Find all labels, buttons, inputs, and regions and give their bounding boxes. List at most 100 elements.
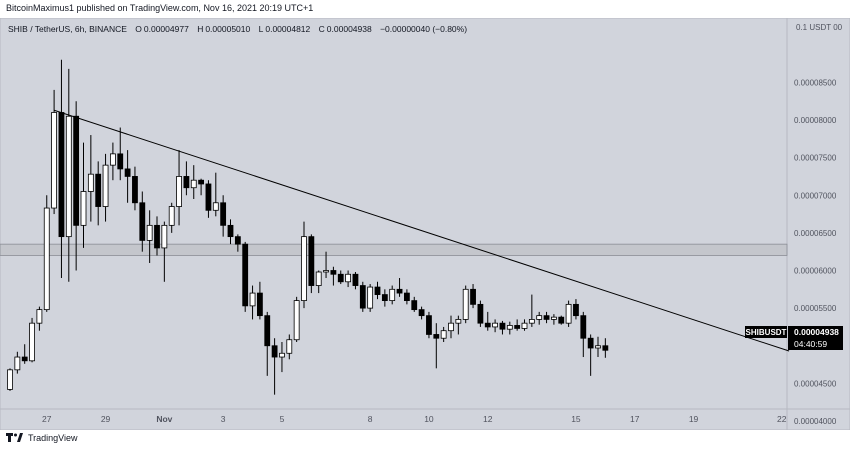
candle-down — [58, 112, 65, 238]
candle-down — [418, 309, 425, 317]
candle-down — [602, 345, 609, 351]
candle-up — [43, 207, 50, 311]
candle-up — [521, 322, 528, 329]
candle-up — [87, 173, 94, 192]
candle-down — [543, 315, 550, 320]
candle-up — [212, 202, 219, 211]
resistance-zone — [0, 243, 788, 256]
time-tick-label: 12 — [483, 414, 493, 424]
candle-down — [220, 202, 227, 226]
candle-down — [139, 202, 146, 241]
candle-up — [528, 319, 535, 324]
price-tag-value: 0.00004938 — [794, 327, 839, 337]
candle-up — [161, 224, 168, 249]
price-tick-label: 0.00004000 — [794, 417, 837, 426]
candle-up — [301, 236, 307, 301]
candle-down — [95, 173, 102, 207]
candle-up — [168, 206, 175, 226]
candlestick-chart[interactable]: 0.000040000.000045000.000050000.00005500… — [0, 18, 850, 430]
brand-name: TradingView — [28, 433, 78, 443]
candle-up — [249, 292, 256, 307]
published-header: BitcoinMaximus1 published on TradingView… — [6, 3, 314, 13]
candle-down — [433, 334, 440, 339]
time-tick-label: 10 — [424, 414, 434, 424]
candle-down — [337, 273, 344, 283]
descending-trendline — [53, 109, 790, 352]
candle-up — [80, 191, 87, 226]
candle-down — [124, 168, 131, 177]
time-tick-label: 17 — [630, 414, 640, 424]
price-tag-countdown: 04:40:59 — [794, 339, 827, 349]
time-scale-background[interactable] — [0, 408, 788, 430]
candle-down — [558, 316, 565, 324]
candle-up — [279, 352, 285, 358]
candle-up — [29, 322, 35, 362]
price-tick-label: 0.00005500 — [794, 304, 837, 313]
tradingview-logo-icon — [6, 433, 23, 442]
candle-up — [323, 270, 329, 273]
time-axis-ticks: 27 29 Nov 3 5 8 10 12 15 17 19 22 — [42, 414, 787, 424]
candle-up — [565, 303, 572, 324]
last-price-tag: SHIBUSDT 0.00004938 04:40:59 — [745, 326, 843, 350]
price-tick-label: 0.00008500 — [794, 78, 837, 87]
time-tick-label: 15 — [571, 414, 581, 424]
candle-down — [352, 273, 359, 286]
price-tick-label: 0.00008000 — [794, 116, 837, 125]
candle-up — [551, 316, 557, 320]
candle-down — [396, 288, 403, 294]
candle-up — [595, 345, 601, 349]
chart-background — [0, 18, 788, 410]
symbol-info: SHIB / TetherUS, 6h, BINANCE O 0.00004977… — [8, 24, 467, 34]
candle-up — [293, 300, 300, 341]
candle-down — [154, 224, 160, 249]
price-tick-label: 0.00004500 — [794, 379, 837, 388]
candle-down — [21, 356, 28, 362]
symbol-tag-text: SHIBUSDT — [746, 328, 787, 337]
time-tick-label: 29 — [101, 414, 111, 424]
price-tick-label: 0.00006000 — [794, 267, 837, 276]
candle-up — [345, 273, 352, 283]
candle-down — [514, 325, 521, 329]
candle-up — [146, 224, 153, 241]
candle-down — [477, 303, 484, 324]
candle-up — [536, 315, 543, 320]
candle-down — [359, 285, 366, 309]
candle-down — [580, 315, 587, 339]
candle-up — [455, 319, 462, 324]
candle-down — [484, 322, 491, 328]
candle-up — [7, 369, 13, 390]
candles-group — [7, 59, 609, 395]
candle-up — [176, 176, 182, 207]
candle-down — [117, 153, 124, 170]
candle-down — [573, 303, 579, 317]
candle-up — [448, 322, 454, 332]
candle-down — [411, 300, 418, 311]
candle-down — [271, 345, 278, 358]
candle-down — [308, 236, 315, 286]
candle-down — [381, 294, 388, 301]
candle-up — [190, 179, 197, 189]
time-tick-label: Nov — [156, 414, 172, 424]
candle-up — [315, 271, 322, 286]
candle-up — [389, 288, 396, 302]
candle-up — [102, 164, 109, 207]
time-tick-label: 8 — [368, 414, 373, 424]
price-tag-box — [788, 326, 843, 350]
candle-up — [51, 112, 57, 209]
time-tick-label: 27 — [42, 414, 52, 424]
candle-down — [132, 176, 138, 204]
candle-up — [14, 356, 21, 371]
candle-up — [492, 322, 499, 328]
candle-down — [227, 224, 234, 238]
candle-down — [499, 322, 506, 330]
candle-down — [264, 315, 271, 347]
candle-down — [470, 288, 476, 305]
candle-down — [234, 236, 241, 245]
candle-down — [73, 115, 80, 226]
time-tick-label: 5 — [280, 414, 285, 424]
price-tick-label: 0.00006500 — [794, 229, 837, 238]
candle-down — [183, 176, 190, 189]
candle-up — [65, 115, 72, 238]
candle-up — [367, 286, 374, 309]
price-scale-unit: 0.1 USDT 00 — [796, 23, 843, 32]
